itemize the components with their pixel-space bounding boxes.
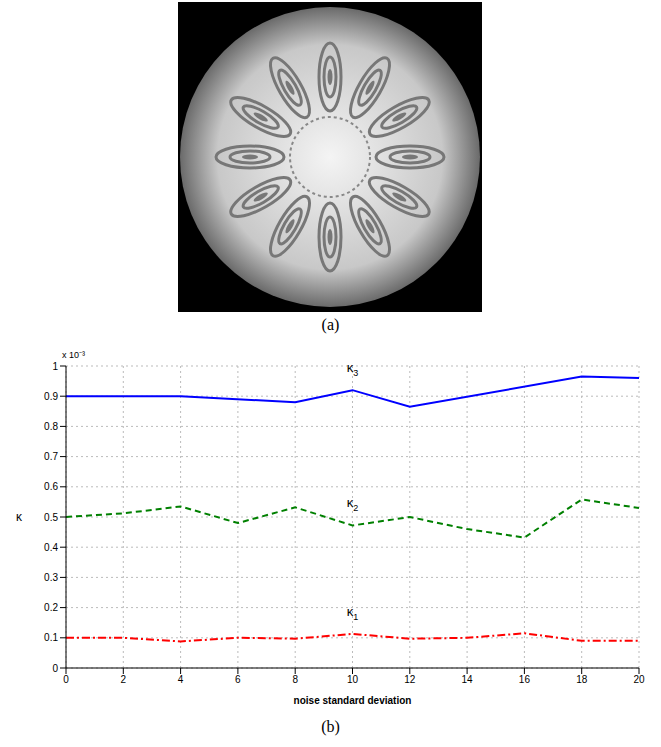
svg-text:14: 14 bbox=[462, 674, 474, 685]
svg-text:0: 0 bbox=[52, 663, 58, 674]
svg-text:8: 8 bbox=[292, 674, 298, 685]
svg-text:1: 1 bbox=[52, 361, 58, 372]
svg-text:noise standard deviation: noise standard deviation bbox=[294, 695, 412, 706]
svg-text:4: 4 bbox=[178, 674, 184, 685]
svg-text:κ1: κ1 bbox=[347, 604, 359, 622]
svg-text:κ3: κ3 bbox=[347, 360, 359, 378]
svg-text:0.4: 0.4 bbox=[44, 542, 58, 553]
svg-text:0.2: 0.2 bbox=[44, 602, 58, 613]
svg-text:0.9: 0.9 bbox=[44, 391, 58, 402]
svg-text:0.5: 0.5 bbox=[44, 512, 58, 523]
svg-text:0.7: 0.7 bbox=[44, 451, 58, 462]
svg-text:0.1: 0.1 bbox=[44, 632, 58, 643]
svg-text:0.3: 0.3 bbox=[44, 572, 58, 583]
svg-text:6: 6 bbox=[235, 674, 241, 685]
html-text:(a): (a) bbox=[321, 316, 340, 333]
svg-text:0: 0 bbox=[63, 674, 69, 685]
svg-text:2: 2 bbox=[121, 674, 127, 685]
svg-text:18: 18 bbox=[576, 674, 588, 685]
svg-text:0.6: 0.6 bbox=[44, 481, 58, 492]
svg-text:12: 12 bbox=[404, 674, 416, 685]
svg-text:16: 16 bbox=[519, 674, 531, 685]
svg-text:κ: κ bbox=[16, 510, 23, 524]
html-text:x 10⁻³: x 10⁻³ bbox=[62, 350, 85, 360]
html-text:(b): (b) bbox=[321, 718, 340, 735]
svg-text:0.8: 0.8 bbox=[44, 421, 58, 432]
svg-text:20: 20 bbox=[633, 674, 645, 685]
svg-text:κ2: κ2 bbox=[347, 495, 359, 513]
svg-text:10: 10 bbox=[347, 674, 359, 685]
